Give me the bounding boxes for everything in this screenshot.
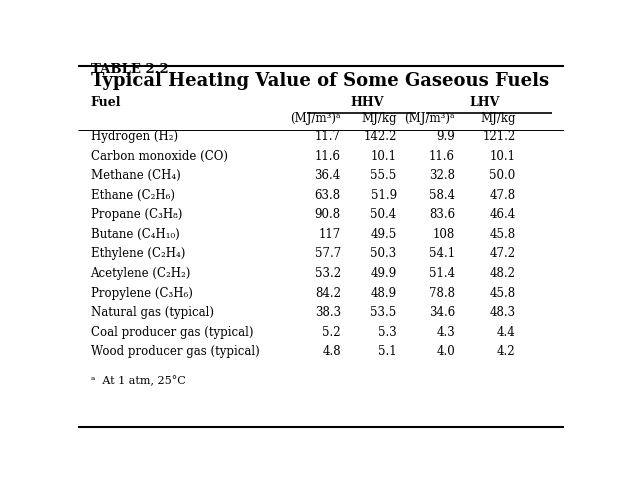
- Text: 78.8: 78.8: [429, 286, 455, 299]
- Text: 121.2: 121.2: [482, 130, 516, 142]
- Text: Wood producer gas (typical): Wood producer gas (typical): [90, 345, 260, 358]
- Text: 53.2: 53.2: [315, 266, 341, 280]
- Text: 4.8: 4.8: [322, 345, 341, 358]
- Text: 90.8: 90.8: [315, 208, 341, 221]
- Text: 10.1: 10.1: [490, 149, 516, 162]
- Text: Hydrogen (H₂): Hydrogen (H₂): [90, 130, 177, 142]
- Text: Methane (CH₄): Methane (CH₄): [90, 169, 181, 182]
- Text: 4.0: 4.0: [436, 345, 455, 358]
- Text: 5.3: 5.3: [378, 325, 397, 338]
- Text: 48.9: 48.9: [371, 286, 397, 299]
- Text: 38.3: 38.3: [315, 305, 341, 319]
- Text: 47.2: 47.2: [490, 247, 516, 260]
- Text: 11.7: 11.7: [315, 130, 341, 142]
- Text: (MJ/m³)ᵃ: (MJ/m³)ᵃ: [290, 112, 341, 125]
- Text: 51.4: 51.4: [429, 266, 455, 280]
- Text: Acetylene (C₂H₂): Acetylene (C₂H₂): [90, 266, 191, 280]
- Text: 11.6: 11.6: [315, 149, 341, 162]
- Text: 63.8: 63.8: [315, 188, 341, 202]
- Text: 5.2: 5.2: [322, 325, 341, 338]
- Text: 4.3: 4.3: [436, 325, 455, 338]
- Text: 51.9: 51.9: [371, 188, 397, 202]
- Text: 57.7: 57.7: [315, 247, 341, 260]
- Text: 49.9: 49.9: [371, 266, 397, 280]
- Text: ᵃ  At 1 atm, 25°C: ᵃ At 1 atm, 25°C: [90, 375, 185, 386]
- Text: Ethylene (C₂H₄): Ethylene (C₂H₄): [90, 247, 185, 260]
- Text: 47.8: 47.8: [490, 188, 516, 202]
- Text: HHV: HHV: [350, 96, 384, 108]
- Text: 50.4: 50.4: [371, 208, 397, 221]
- Text: Coal producer gas (typical): Coal producer gas (typical): [90, 325, 253, 338]
- Text: MJ/kg: MJ/kg: [480, 112, 516, 125]
- Text: 84.2: 84.2: [315, 286, 341, 299]
- Text: Fuel: Fuel: [90, 96, 121, 108]
- Text: Propane (C₃H₈): Propane (C₃H₈): [90, 208, 182, 221]
- Text: 55.5: 55.5: [371, 169, 397, 182]
- Text: 53.5: 53.5: [371, 305, 397, 319]
- Text: 46.4: 46.4: [490, 208, 516, 221]
- Text: 54.1: 54.1: [429, 247, 455, 260]
- Text: LHV: LHV: [470, 96, 500, 108]
- Text: Ethane (C₂H₆): Ethane (C₂H₆): [90, 188, 174, 202]
- Text: 32.8: 32.8: [429, 169, 455, 182]
- Text: 49.5: 49.5: [371, 227, 397, 241]
- Text: 50.3: 50.3: [371, 247, 397, 260]
- Text: 50.0: 50.0: [490, 169, 516, 182]
- Text: 36.4: 36.4: [315, 169, 341, 182]
- Text: 58.4: 58.4: [429, 188, 455, 202]
- Text: 4.2: 4.2: [497, 345, 516, 358]
- Text: 9.9: 9.9: [436, 130, 455, 142]
- Text: 10.1: 10.1: [371, 149, 397, 162]
- Text: 4.4: 4.4: [497, 325, 516, 338]
- Text: (MJ/m³)ᵃ: (MJ/m³)ᵃ: [404, 112, 455, 125]
- Text: 34.6: 34.6: [429, 305, 455, 319]
- Text: Propylene (C₃H₆): Propylene (C₃H₆): [90, 286, 192, 299]
- Text: 117: 117: [319, 227, 341, 241]
- Text: Natural gas (typical): Natural gas (typical): [90, 305, 214, 319]
- Text: 48.2: 48.2: [490, 266, 516, 280]
- Text: 142.2: 142.2: [363, 130, 397, 142]
- Text: MJ/kg: MJ/kg: [361, 112, 397, 125]
- Text: 11.6: 11.6: [429, 149, 455, 162]
- Text: 5.1: 5.1: [378, 345, 397, 358]
- Text: 108: 108: [433, 227, 455, 241]
- Text: 45.8: 45.8: [490, 227, 516, 241]
- Text: Typical Heating Value of Some Gaseous Fuels: Typical Heating Value of Some Gaseous Fu…: [90, 72, 549, 90]
- Text: Carbon monoxide (CO): Carbon monoxide (CO): [90, 149, 228, 162]
- Text: 48.3: 48.3: [490, 305, 516, 319]
- Text: TABLE 2.2: TABLE 2.2: [90, 62, 168, 76]
- Text: 83.6: 83.6: [429, 208, 455, 221]
- Text: 45.8: 45.8: [490, 286, 516, 299]
- Text: Butane (C₄H₁₀): Butane (C₄H₁₀): [90, 227, 179, 241]
